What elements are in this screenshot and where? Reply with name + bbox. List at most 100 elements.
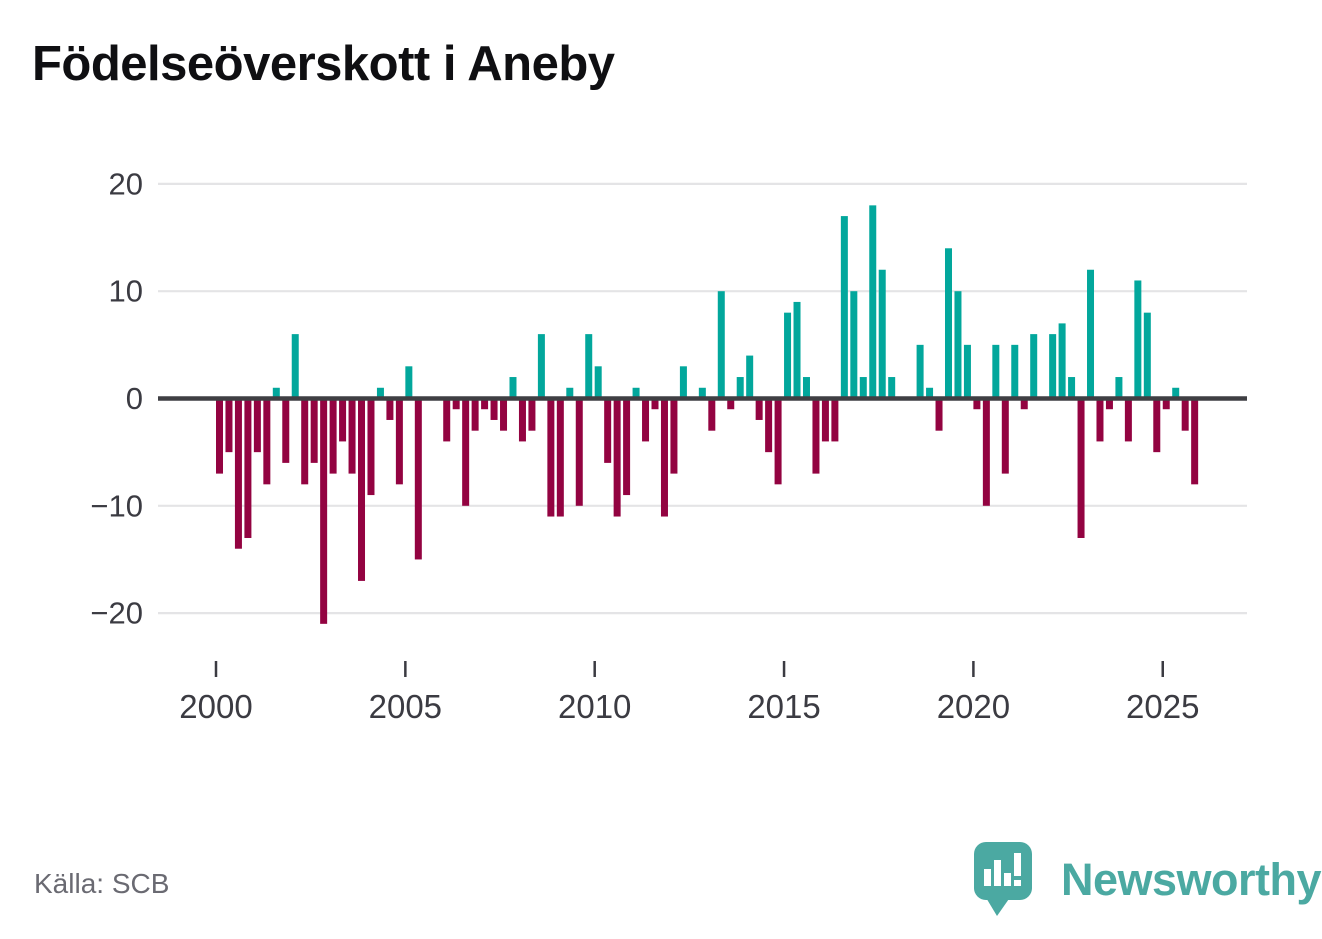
bar-2002q4 [320,398,328,624]
bar-2014q4 [774,398,782,485]
bar-2024q4 [1153,398,1161,453]
bar-2025q3 [1181,398,1189,431]
bar-2013q1 [708,398,716,431]
bar-2011q1 [632,387,640,399]
bar-2016q2 [831,398,839,442]
bar-2015q4 [812,398,820,474]
bar-2016q4 [850,291,858,399]
bar-2017q2 [869,205,877,399]
bar-2023q2 [1096,398,1104,442]
bar-2023q3 [1105,398,1113,410]
bar-2008q4 [547,398,555,517]
bar-2003q4 [358,398,366,581]
y-tick-label: 20 [109,166,143,201]
bar-2010q1 [594,366,602,399]
x-tick-label: 2010 [558,688,631,725]
logo-bar-2 [994,860,1001,886]
bar-2025q1 [1162,398,1170,410]
bar-2011q3 [651,398,659,410]
bar-2017q4 [888,377,896,399]
bar-2005q2 [414,398,422,560]
y-tick-label: −10 [90,488,143,523]
bar-2003q3 [348,398,356,474]
bar-2020q1 [973,398,981,410]
bar-2016q3 [840,216,848,399]
bar-2007q3 [500,398,508,431]
newsworthy-logo-text: Newsworthy [1061,854,1322,905]
bar-2002q3 [310,398,318,463]
bar-2000q2 [225,398,233,453]
bar-2010q4 [623,398,631,496]
bar-2000q1 [216,398,223,474]
bar-2006q1 [443,398,451,442]
logo-exclamation-bar [1014,853,1021,876]
x-tick-label: 2020 [937,688,1010,725]
bar-2020q3 [992,344,1000,399]
bar-2019q4 [963,344,971,399]
y-tick-label: −20 [90,596,143,631]
logo-bubble-tail [985,896,1011,916]
bar-2001q4 [282,398,290,463]
bar-2009q4 [585,334,593,399]
bar-2009q2 [566,387,574,399]
bar-2000q4 [244,398,252,538]
bar-2018q3 [916,344,924,399]
bar-2022q1 [1049,334,1057,399]
bar-2004q2 [376,387,384,399]
bar-2005q1 [405,366,413,399]
bar-2019q3 [954,291,962,399]
bar-2008q2 [528,398,536,431]
bar-2017q3 [878,269,886,399]
bar-2004q4 [395,398,403,485]
bar-2015q1 [784,312,792,399]
x-tick-label: 2025 [1126,688,1199,725]
bar-2010q3 [613,398,621,517]
bar-2006q3 [462,398,470,506]
bar-2017q1 [859,377,867,399]
bar-2019q2 [944,248,952,399]
bar-2023q1 [1087,269,1095,399]
bar-2024q3 [1143,312,1151,399]
bar-2014q1 [746,355,754,399]
x-tick-label: 2000 [179,688,252,725]
bar-2002q2 [301,398,309,485]
chart-title: Födelseöverskott i Aneby [32,37,615,91]
y-tick-label: 10 [109,274,143,309]
bar-2025q2 [1172,387,1180,399]
bar-2002q1 [291,334,299,399]
bar-2016q1 [821,398,829,442]
bar-2020q4 [1001,398,1009,474]
bar-2010q2 [604,398,612,463]
y-tick-label: 0 [126,381,143,416]
bar-2008q1 [518,398,526,442]
bar-2012q2 [679,366,687,399]
bar-2025q4 [1191,398,1199,485]
newsworthy-logo-icon [974,842,1032,916]
bar-2013q3 [727,398,735,410]
bar-2009q1 [556,398,564,517]
bar-2007q4 [509,377,517,399]
bar-2004q1 [367,398,375,496]
logo-bar-3 [1004,873,1011,886]
bar-2013q4 [736,377,744,399]
bar-2012q4 [698,387,706,399]
bar-2007q2 [490,398,498,420]
bar-2020q2 [982,398,990,506]
logo-bubble [974,842,1032,900]
logo-bar-1 [984,869,991,886]
bar-2018q4 [926,387,934,399]
x-tick-label: 2005 [369,688,442,725]
bar-2013q2 [717,291,725,399]
bar-2009q3 [575,398,583,506]
bar-2011q2 [642,398,650,442]
bar-2012q1 [670,398,678,474]
bar-2006q2 [452,398,460,410]
bar-2004q3 [386,398,394,420]
bar-2024q2 [1134,280,1142,399]
bar-2015q3 [802,377,810,399]
source-caption: Källa: SCB [34,868,170,899]
bar-2008q3 [537,334,545,399]
bar-2000q3 [234,398,242,549]
bar-2014q2 [755,398,763,420]
